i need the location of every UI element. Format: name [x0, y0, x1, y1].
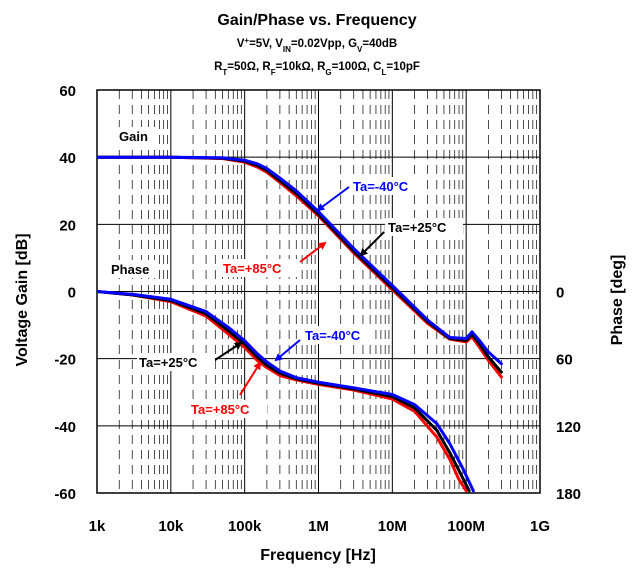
gain-label-bg — [115, 127, 159, 145]
arrow-phase-plus85 — [239, 361, 262, 396]
annotation-phase-plus25: Ta=+25°C — [139, 355, 198, 370]
arrow-phase-plus25 — [214, 341, 243, 361]
x-tick-label: 1G — [530, 518, 550, 535]
x-tick-labels: 1k 10k 100k 1M 10M 100M 1G — [89, 518, 550, 535]
y2-tick-label: 0 — [556, 285, 564, 302]
arrow-gain-plus85 — [299, 241, 327, 263]
arrow-phase-minus40 — [274, 339, 301, 362]
x-tick-label: 100k — [228, 518, 262, 535]
phase-line-black — [97, 290, 471, 493]
y-tick-labels: 60 40 20 0 -20 -40 -60 — [54, 83, 76, 503]
x-tick-label: 1M — [308, 518, 329, 535]
label-bg — [137, 353, 215, 371]
annotation-gain-plus85: Ta=+85°C — [223, 261, 282, 276]
y2-tick-labels: 0 60 120 180 — [556, 285, 581, 504]
label-bg — [350, 177, 422, 195]
chart-title: Gain/Phase vs. Frequency — [217, 12, 416, 29]
phase-line-red — [97, 290, 468, 493]
x-tick-label: 1k — [89, 518, 106, 535]
y-tick-label: 0 — [68, 285, 76, 302]
annotation-gain-minus40: Ta=-40°C — [353, 179, 409, 194]
phase-label-bg — [108, 260, 158, 278]
series-layer — [97, 155, 503, 493]
arrow-gain-plus25 — [359, 231, 385, 257]
label-bg — [220, 259, 299, 277]
y-tick-label: -20 — [54, 352, 76, 369]
y2-tick-label: 180 — [556, 486, 581, 503]
chart-subtitle-1: V+=5V, VIN=0.02Vpp, GV=40dB — [237, 36, 397, 54]
y2-tick-label: 60 — [556, 352, 573, 369]
y-tick-label: -60 — [54, 486, 76, 503]
label-bg — [188, 400, 267, 418]
arrow-gain-minus40 — [316, 186, 350, 212]
label-bg — [301, 326, 373, 344]
x-tick-label: 10k — [158, 518, 184, 535]
annotation-gain-plus25: Ta=+25°C — [388, 220, 447, 235]
chart-subtitle-2: RT=50Ω, RF=10kΩ, RG=100Ω, CL=10pF — [214, 61, 420, 77]
y-tick-label: 20 — [59, 217, 76, 234]
y-tick-label: 60 — [59, 83, 76, 100]
y2-axis-label: Phase [deg] — [609, 255, 626, 346]
phase-line-blue — [97, 290, 475, 493]
annotation-phase-minus40: Ta=-40°C — [305, 328, 361, 343]
x-tick-label: 100M — [447, 518, 485, 535]
annotation-phase-plus85: Ta=+85°C — [191, 402, 250, 417]
y-axis-label: Voltage Gain [dB] — [14, 233, 31, 366]
annotation-phase: Phase — [111, 262, 149, 277]
x-tick-label: 10M — [378, 518, 407, 535]
gain-line-blue — [97, 155, 503, 366]
y-tick-label: 40 — [59, 150, 76, 167]
label-bg — [385, 218, 463, 236]
annotation-gain: Gain — [119, 129, 148, 144]
y2-tick-label: 120 — [556, 419, 581, 436]
x-axis-label: Frequency [Hz] — [260, 547, 376, 564]
y-tick-label: -40 — [54, 419, 76, 436]
